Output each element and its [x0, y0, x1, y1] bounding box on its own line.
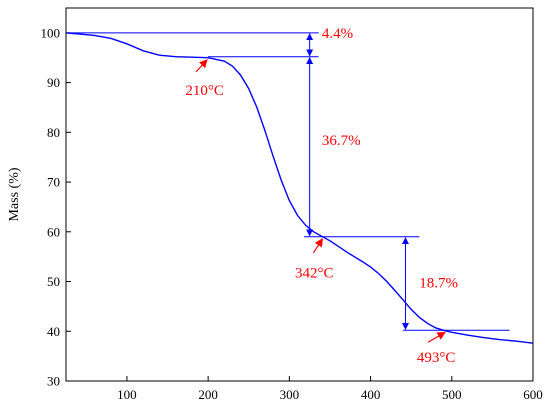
x-tick-label: 500 [442, 387, 462, 402]
y-tick-label: 40 [47, 324, 60, 339]
temp-label: 210°C [185, 83, 224, 99]
x-tick-label: 600 [523, 387, 543, 402]
x-tick-label: 100 [117, 387, 137, 402]
x-tick-label: 400 [361, 387, 381, 402]
step-label: 36.7% [322, 133, 361, 149]
y-tick-label: 70 [47, 175, 60, 190]
temp-label: 342°C [295, 266, 334, 282]
y-tick-label: 60 [47, 224, 60, 239]
axis-ticks: 100 200 300 400 500 600 30 40 50 60 70 80 90 100 [41, 25, 543, 402]
plot-frame [65, 7, 534, 382]
y-tick-label: 90 [47, 75, 60, 90]
temp-arrow [427, 331, 446, 343]
temp-arrow [312, 238, 323, 254]
y-tick-label: 100 [41, 25, 61, 40]
y-axis-label: Mass (%) [7, 167, 22, 221]
series-layer [65, 32, 534, 344]
y-tick-label: 80 [47, 125, 60, 140]
step-label: 4.4% [322, 26, 353, 42]
temp-label: 493°C [417, 350, 456, 366]
y-tick-label: 50 [47, 274, 60, 289]
y-tick-label: 30 [47, 374, 60, 389]
temp-arrow [195, 59, 208, 73]
x-tick-label: 300 [280, 387, 300, 402]
step-label: 18.7% [419, 276, 458, 292]
annotation-layer: 4.4% 36.7% 18.7% 210°C 342°C 493°C [185, 26, 458, 366]
x-tick-label: 200 [198, 387, 218, 402]
series-line [65, 32, 534, 344]
